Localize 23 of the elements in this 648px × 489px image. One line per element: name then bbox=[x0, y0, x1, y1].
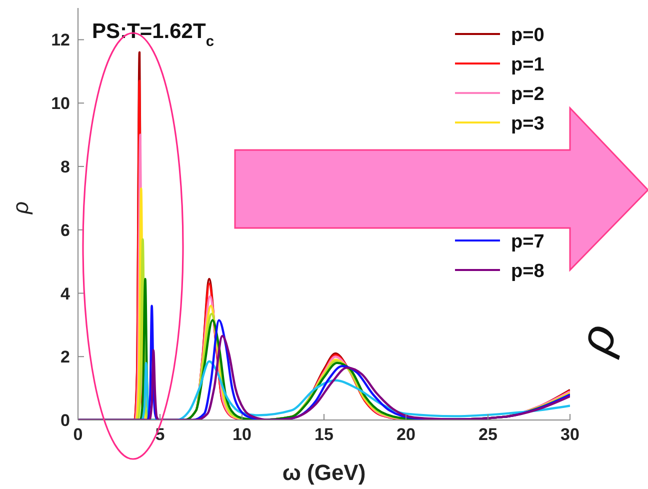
y-tick-label: 6 bbox=[60, 220, 70, 240]
legend-label: p=0 bbox=[511, 25, 544, 46]
legend-label: p=2 bbox=[511, 84, 544, 105]
x-tick-label: 30 bbox=[560, 425, 580, 444]
y-tick-label: 4 bbox=[60, 284, 71, 304]
y-axis-title: ρ bbox=[8, 201, 33, 215]
legend-label: p=8 bbox=[511, 261, 544, 282]
legend-label: p=7 bbox=[511, 232, 544, 252]
y-tick-label: 2 bbox=[60, 348, 70, 367]
y-tick-label: 0 bbox=[60, 411, 70, 430]
legend-label: p=3 bbox=[511, 114, 544, 134]
y-tick-label: 10 bbox=[51, 94, 70, 114]
y-tick-label: 8 bbox=[60, 157, 70, 176]
x-axis-title: ω (GeV) bbox=[282, 460, 366, 485]
x-tick-label: 15 bbox=[314, 425, 334, 444]
x-tick-label: 25 bbox=[478, 425, 498, 444]
x-tick-label: 20 bbox=[396, 425, 416, 444]
y-tick-label: 12 bbox=[51, 30, 70, 50]
text: PS:T=1.62T$_{c}$ bbox=[92, 20, 214, 50]
legend-label: p=1 bbox=[511, 54, 545, 76]
x-tick-label: 10 bbox=[232, 425, 252, 444]
x-tick-label: 0 bbox=[73, 425, 83, 444]
annotation: ρ bbox=[568, 318, 628, 362]
